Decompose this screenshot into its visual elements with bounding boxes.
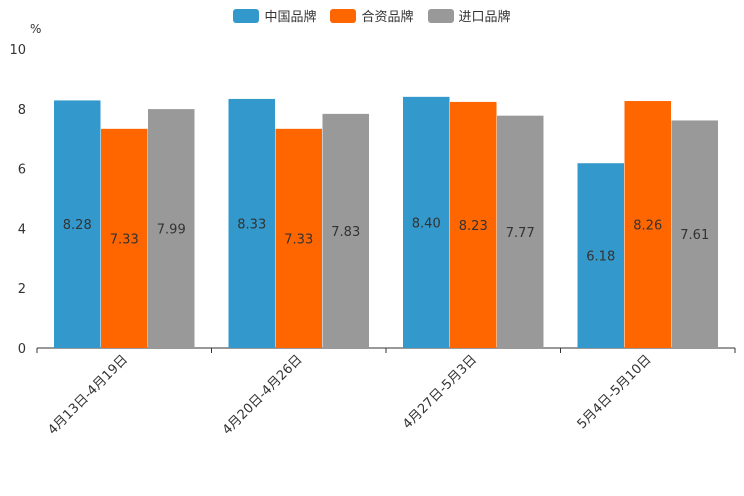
x-category-label: 4月27日-5月3日: [400, 352, 480, 432]
y-tick-label: 0: [18, 342, 26, 357]
bar-value-label: 6.18: [586, 250, 615, 265]
bar-value-label: 7.83: [331, 225, 360, 240]
bar-value-label: 7.33: [284, 232, 313, 247]
y-tick-label: 4: [18, 222, 26, 237]
y-tick-label: 2: [18, 282, 26, 297]
x-category-label: 4月13日-4月19日: [45, 352, 131, 438]
bar-value-label: 7.77: [506, 226, 535, 241]
bar-value-label: 8.33: [237, 217, 266, 232]
bar-value-label: 8.23: [459, 219, 488, 234]
bar-value-label: 7.99: [157, 223, 186, 238]
bar-value-label: 8.26: [633, 219, 662, 234]
x-category-label: 4月20日-4月26日: [220, 352, 306, 438]
x-category-label: 5月4日-5月10日: [575, 352, 655, 432]
bar-value-label: 7.33: [110, 232, 139, 247]
bar-chart: 0 2 4 6 8 10 8.28 7.33 7.99 4月13日-4月19日 8.33 7.33 7.…: [0, 0, 744, 496]
y-tick-label: 8: [18, 103, 26, 118]
bar-value-label: 8.40: [412, 216, 441, 231]
bar-value-label: 7.61: [680, 228, 709, 243]
y-tick-label: 6: [18, 163, 26, 178]
bar-value-label: 8.28: [63, 218, 92, 233]
y-tick-label: 10: [9, 43, 26, 58]
